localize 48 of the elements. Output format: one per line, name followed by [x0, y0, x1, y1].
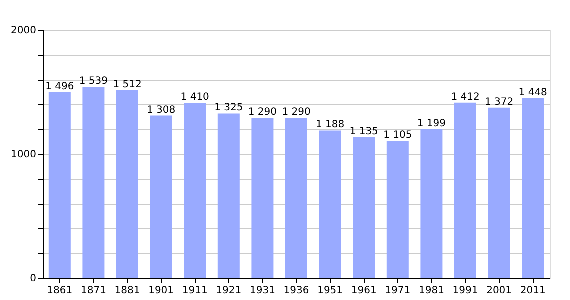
- bar: [252, 118, 274, 278]
- x-tick-label: 2001: [486, 286, 512, 296]
- x-tick-label: 2011: [520, 286, 546, 296]
- data-label: 1 290: [248, 107, 278, 118]
- x-tick-label: 1871: [80, 286, 106, 296]
- bar: [353, 137, 376, 278]
- bar: [386, 140, 409, 278]
- bar: [488, 108, 510, 278]
- data-label: 1 199: [417, 118, 446, 130]
- bar: [116, 90, 138, 278]
- data-label: 1 410: [180, 92, 210, 104]
- data-label: 1 412: [451, 92, 480, 103]
- x-tick-label: 1911: [182, 286, 208, 296]
- data-label: 1 448: [518, 87, 548, 98]
- data-label: 1 105: [384, 130, 412, 141]
- x-tick-label: 1951: [318, 286, 344, 296]
- x-tick-label: 1991: [452, 286, 478, 296]
- x-tick-label: 1881: [114, 286, 140, 296]
- y-tick-label: 2000: [11, 26, 36, 36]
- bar: [218, 114, 240, 278]
- bar: [522, 98, 544, 278]
- x-tick-label: 1936: [284, 286, 310, 296]
- x-tick-label: 1861: [47, 286, 73, 296]
- y-tick-label: 1000: [11, 150, 36, 160]
- data-label: 1 290: [282, 107, 311, 118]
- x-tick-label: 1961: [351, 286, 377, 296]
- bar: [184, 103, 206, 278]
- x-tick-label: 1901: [148, 286, 174, 296]
- data-label: 1 188: [316, 120, 345, 131]
- data-label: 1 325: [214, 102, 244, 114]
- bar: [319, 130, 342, 278]
- bar: [150, 116, 172, 278]
- x-tick-label: 1931: [250, 286, 276, 296]
- data-label: 1 496: [46, 81, 74, 92]
- x-tick-label: 1971: [385, 286, 411, 296]
- bar: [48, 92, 71, 278]
- bar: [420, 129, 443, 278]
- x-tick-label: 1921: [216, 286, 242, 296]
- bar: [286, 118, 308, 278]
- y-tick-label: 0: [30, 274, 36, 284]
- data-label: 1 135: [350, 126, 378, 138]
- bar: [82, 87, 105, 278]
- data-label: 1 512: [113, 80, 142, 91]
- x-tick-label: 1981: [418, 286, 444, 296]
- data-label: 1 308: [146, 104, 176, 116]
- data-label: 1 539: [79, 76, 108, 88]
- data-label: 1 372: [484, 96, 514, 108]
- bar: [454, 102, 476, 278]
